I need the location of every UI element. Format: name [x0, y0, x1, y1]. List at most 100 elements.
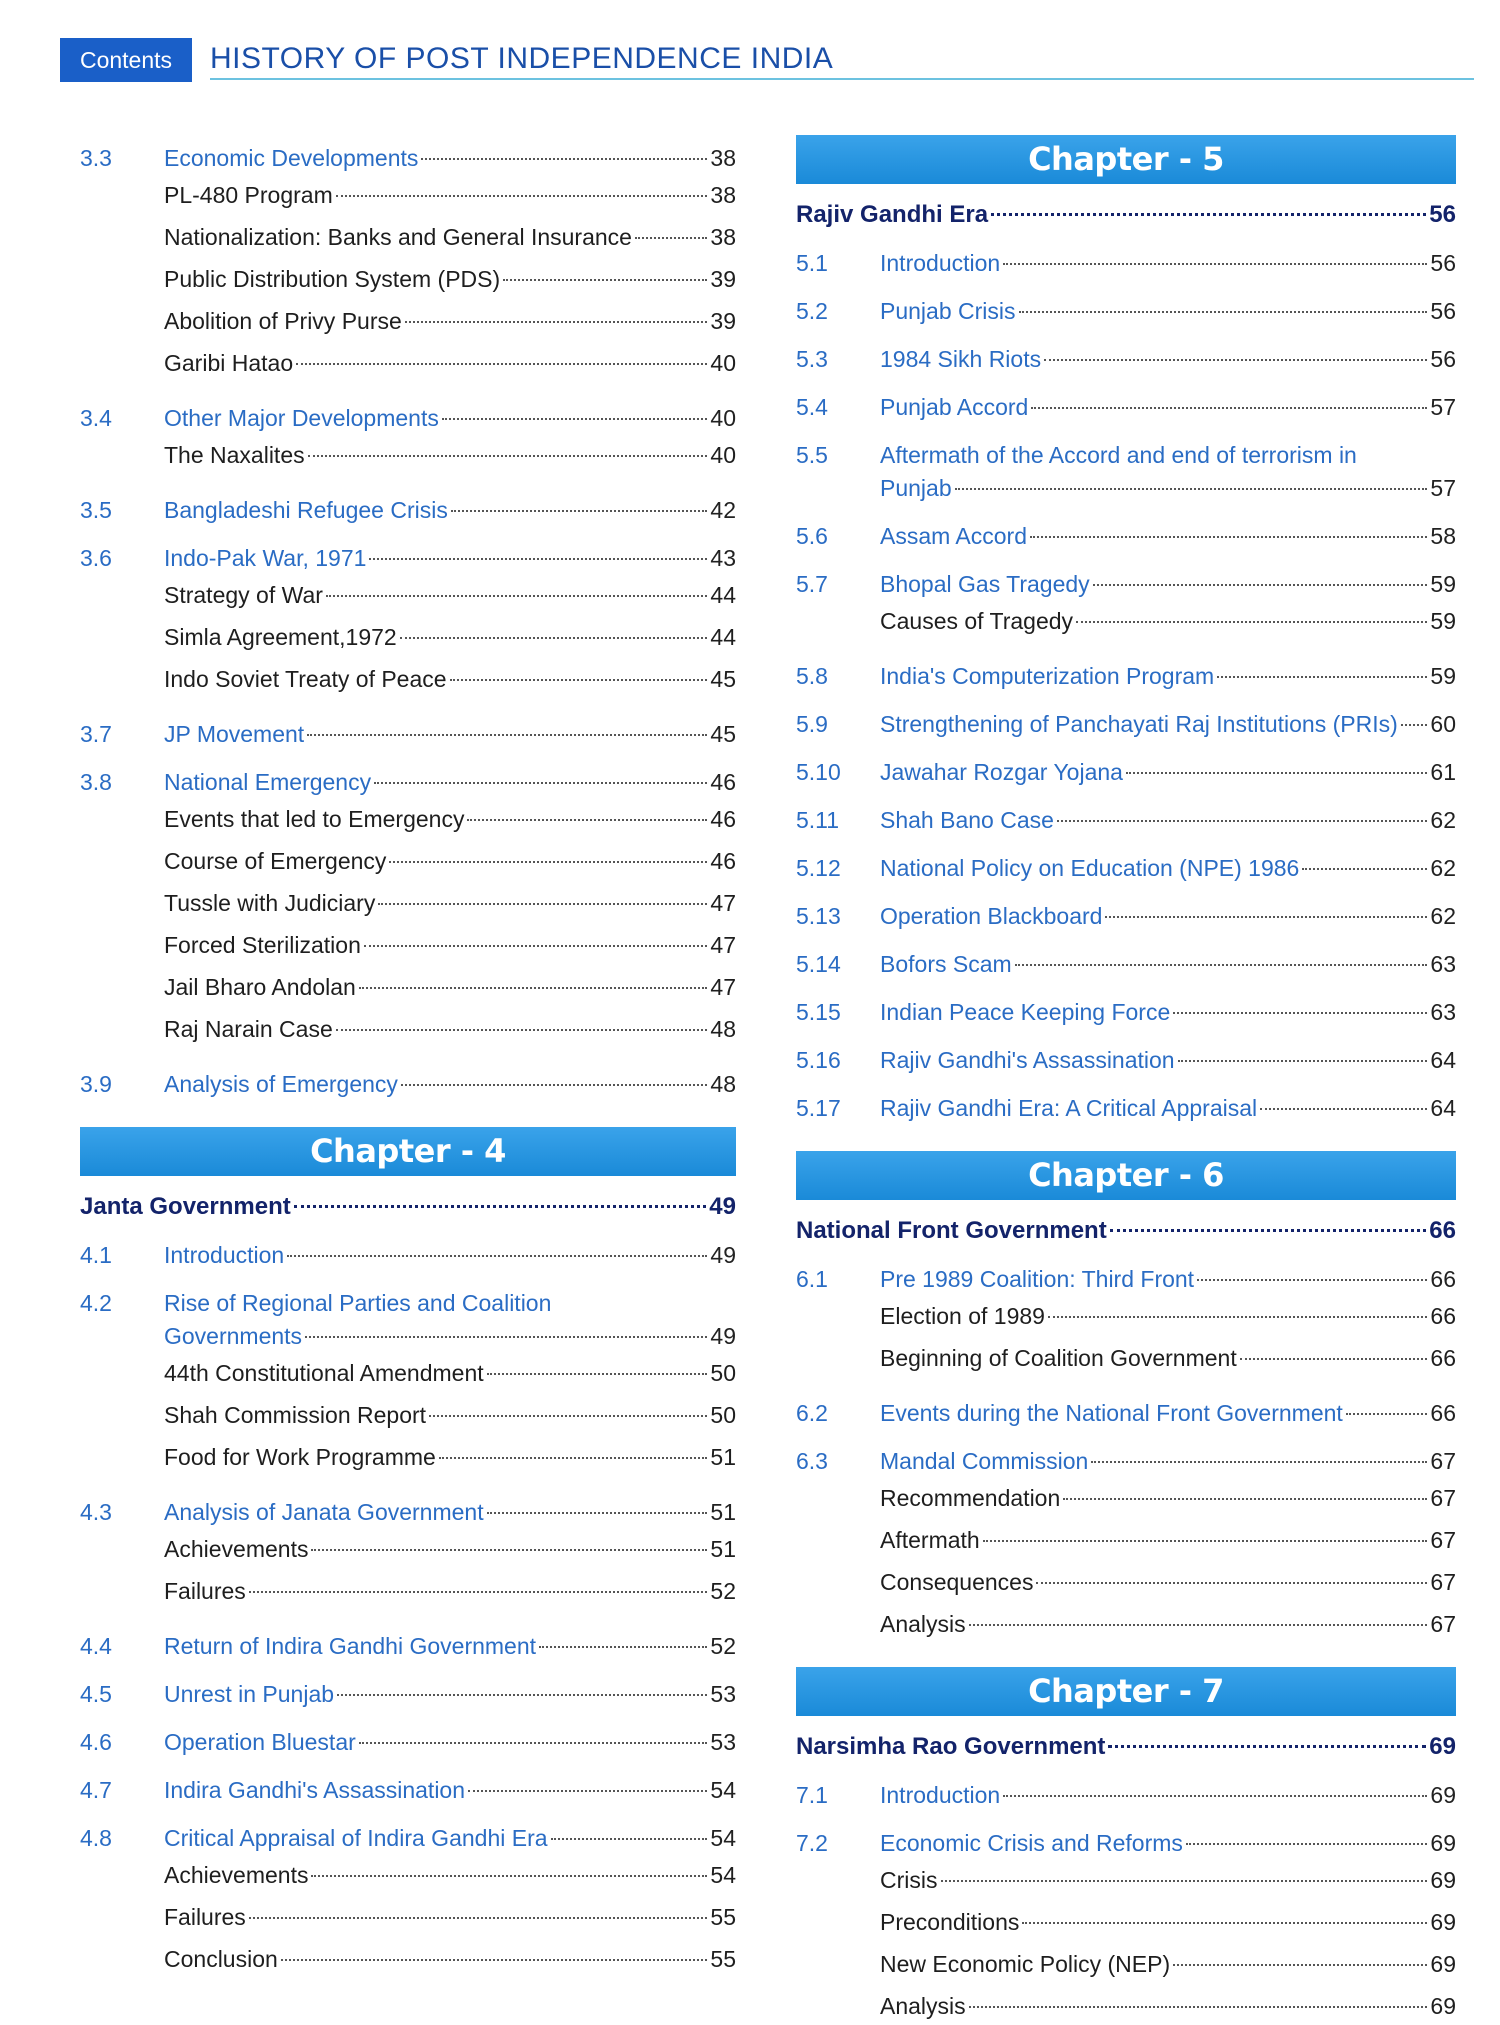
toc-section-entry[interactable]: 4.2 Rise of Regional Parties and Coalitio… [80, 1285, 736, 1355]
toc-section-entry[interactable]: 3.8 National Emergency 46 [80, 764, 736, 801]
toc-section-entry[interactable]: 5.16 Rajiv Gandhi's Assassination 64 [796, 1042, 1456, 1079]
entry-body: Recommendation 67 [796, 1480, 1456, 1517]
toc-subsection-entry[interactable]: Achievements 51 [80, 1531, 736, 1568]
toc-subsection-entry[interactable]: Consequences 67 [796, 1564, 1456, 1601]
toc-section-entry[interactable]: 5.2 Punjab Crisis 56 [796, 293, 1456, 330]
toc-section-entry[interactable]: 4.8 Critical Appraisal of Indira Gandhi E… [80, 1820, 736, 1857]
section-number: 7.2 [796, 1830, 828, 1856]
toc-section-entry[interactable]: 5.9 Strengthening of Panchayati Raj Insti… [796, 706, 1456, 743]
page-number: 52 [710, 1633, 736, 1659]
toc-section-entry[interactable]: 5.11 Shah Bano Case 62 [796, 802, 1456, 839]
toc-subsection-entry[interactable]: Election of 1989 66 [796, 1298, 1456, 1335]
toc-subsection-entry[interactable]: Indo Soviet Treaty of Peace 45 [80, 661, 736, 698]
chapter-title-entry[interactable]: National Front Government 66 [796, 1212, 1456, 1249]
chapter-title-entry[interactable]: Rajiv Gandhi Era 56 [796, 196, 1456, 233]
page-number: 55 [710, 1904, 736, 1930]
toc-subsection-entry[interactable]: 44th Constitutional Amendment 50 [80, 1355, 736, 1392]
dot-leader [358, 1742, 708, 1744]
toc-section-entry[interactable]: 5.14 Bofors Scam 63 [796, 946, 1456, 983]
toc-section-entry[interactable]: 5.12 National Policy on Education (NPE) 1… [796, 850, 1456, 887]
toc-section-entry[interactable]: 4.4 Return of Indira Gandhi Government 52 [80, 1628, 736, 1665]
page-number: 39 [710, 266, 736, 292]
toc-section-entry[interactable]: 5.17 Rajiv Gandhi Era: A Critical Apprais… [796, 1090, 1456, 1127]
toc-subsection-entry[interactable]: New Economic Policy (NEP) 69 [796, 1946, 1456, 1983]
toc-subsection-entry[interactable]: Preconditions 69 [796, 1904, 1456, 1941]
toc-section-entry[interactable]: 3.9 Analysis of Emergency 48 [80, 1066, 736, 1103]
toc-subsection-entry[interactable]: Analysis 69 [796, 1988, 1456, 2025]
toc-subsection-entry[interactable]: Causes of Tragedy 59 [796, 603, 1456, 640]
toc-section-entry[interactable]: 4.1 Introduction 49 [80, 1237, 736, 1274]
toc-subsection-entry[interactable]: Garibi Hatao 40 [80, 345, 736, 382]
page-number: 50 [710, 1402, 736, 1428]
toc-subsection-entry[interactable]: Raj Narain Case 48 [80, 1011, 736, 1048]
toc-section-entry[interactable]: 7.2 Economic Crisis and Reforms 69 [796, 1825, 1456, 1862]
toc-subsection-entry[interactable]: PL-480 Program 38 [80, 177, 736, 214]
entry-leader-line: Strengthening of Panchayati Raj Institut… [880, 706, 1456, 743]
toc-subsection-entry[interactable]: Strategy of War 44 [80, 577, 736, 614]
page-number: 53 [710, 1681, 736, 1707]
page-number: 66 [1429, 1217, 1456, 1244]
toc-section-entry[interactable]: 4.7 Indira Gandhi's Assassination 54 [80, 1772, 736, 1809]
toc-subsection-entry[interactable]: The Naxalites 40 [80, 437, 736, 474]
toc-subsection-entry[interactable]: Jail Bharo Andolan 47 [80, 969, 736, 1006]
section-number: 5.16 [796, 1047, 841, 1073]
toc-section-entry[interactable]: 5.13 Operation Blackboard 62 [796, 898, 1456, 935]
toc-section-entry[interactable]: 6.2 Events during the National Front Gove… [796, 1395, 1456, 1432]
toc-section-entry[interactable]: 7.1 Introduction 69 [796, 1777, 1456, 1814]
toc-section-entry[interactable]: 5.3 1984 Sikh Riots 56 [796, 341, 1456, 378]
toc-subsection-entry[interactable]: Public Distribution System (PDS) 39 [80, 261, 736, 298]
toc-section-entry[interactable]: 5.5 Aftermath of the Accord and end of te… [796, 437, 1456, 507]
toc-subsection-entry[interactable]: Events that led to Emergency 46 [80, 801, 736, 838]
entry-title: Rajiv Gandhi Era [796, 201, 989, 228]
entry-body: Pre 1989 Coalition: Third Front 66 [880, 1261, 1456, 1298]
entry-title: Garibi Hatao [164, 350, 294, 376]
page-number: 67 [1430, 1527, 1456, 1553]
toc-subsection-entry[interactable]: Forced Sterilization 47 [80, 927, 736, 964]
toc-subsection-entry[interactable]: Failures 52 [80, 1573, 736, 1610]
page-number: 61 [1430, 759, 1456, 785]
toc-subsection-entry[interactable]: Recommendation 67 [796, 1480, 1456, 1517]
toc-section-entry[interactable]: 6.3 Mandal Commission 67 [796, 1443, 1456, 1480]
toc-section-entry[interactable]: 6.1 Pre 1989 Coalition: Third Front 66 [796, 1261, 1456, 1298]
toc-section-entry[interactable]: 5.10 Jawahar Rozgar Yojana 61 [796, 754, 1456, 791]
toc-subsection-entry[interactable]: Abolition of Privy Purse 39 [80, 303, 736, 340]
toc-section-entry[interactable]: 5.1 Introduction 56 [796, 245, 1456, 282]
page-number: 67 [1430, 1611, 1456, 1637]
toc-subsection-entry[interactable]: Course of Emergency 46 [80, 843, 736, 880]
toc-section-entry[interactable]: 3.5 Bangladeshi Refugee Crisis 42 [80, 492, 736, 529]
toc-subsection-entry[interactable]: Achievements 54 [80, 1857, 736, 1894]
toc-subsection-entry[interactable]: Nationalization: Banks and General Insur… [80, 219, 736, 256]
toc-section-entry[interactable]: 3.6 Indo-Pak War, 1971 43 [80, 540, 736, 577]
chapter-title-entry[interactable]: Narsimha Rao Government 69 [796, 1728, 1456, 1765]
entry-leader-line: Forced Sterilization 47 [164, 927, 736, 964]
toc-section-entry[interactable]: 5.7 Bhopal Gas Tragedy 59 [796, 566, 1456, 603]
toc-section-entry[interactable]: 5.6 Assam Accord 58 [796, 518, 1456, 555]
toc-subsection-entry[interactable]: Simla Agreement,1972 44 [80, 619, 736, 656]
chapter-title-entry[interactable]: Janta Government 49 [80, 1188, 736, 1225]
toc-section-entry[interactable]: 5.4 Punjab Accord 57 [796, 389, 1456, 426]
toc-section-entry[interactable]: 3.7 JP Movement 45 [80, 716, 736, 753]
toc-section-entry[interactable]: 5.15 Indian Peace Keeping Force 63 [796, 994, 1456, 1031]
toc-subsection-entry[interactable]: Analysis 67 [796, 1606, 1456, 1643]
entry-body: Simla Agreement,1972 44 [80, 619, 736, 656]
entry-title: Janta Government [80, 1193, 291, 1220]
entry-title: Rajiv Gandhi's Assassination [880, 1047, 1175, 1073]
toc-subsection-entry[interactable]: Failures 55 [80, 1899, 736, 1936]
entry-body: Course of Emergency 46 [80, 843, 736, 880]
toc-section-entry[interactable]: 3.3 Economic Developments 38 [80, 140, 736, 177]
toc-subsection-entry[interactable]: Shah Commission Report 50 [80, 1397, 736, 1434]
page-number: 44 [710, 624, 736, 650]
toc-section-entry[interactable]: 3.4 Other Major Developments 40 [80, 400, 736, 437]
toc-subsection-entry[interactable]: Food for Work Programme 51 [80, 1439, 736, 1476]
toc-section-entry[interactable]: 4.5 Unrest in Punjab 53 [80, 1676, 736, 1713]
toc-subsection-entry[interactable]: Aftermath 67 [796, 1522, 1456, 1559]
dot-leader [1173, 1012, 1428, 1014]
entry-title: Operation Blackboard [880, 903, 1103, 929]
toc-subsection-entry[interactable]: Crisis 69 [796, 1862, 1456, 1899]
toc-subsection-entry[interactable]: Conclusion 55 [80, 1941, 736, 1978]
toc-subsection-entry[interactable]: Beginning of Coalition Government 66 [796, 1340, 1456, 1377]
toc-section-entry[interactable]: 5.8 India's Computerization Program 59 [796, 658, 1456, 695]
toc-section-entry[interactable]: 4.3 Analysis of Janata Government 51 [80, 1494, 736, 1531]
toc-subsection-entry[interactable]: Tussle with Judiciary 47 [80, 885, 736, 922]
toc-section-entry[interactable]: 4.6 Operation Bluestar 53 [80, 1724, 736, 1761]
